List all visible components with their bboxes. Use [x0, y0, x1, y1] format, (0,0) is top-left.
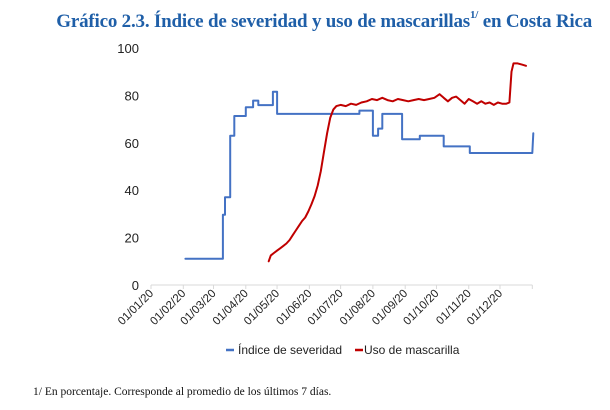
- y-tick-label: 40: [125, 183, 139, 198]
- series-line-indice-severidad: [184, 90, 535, 260]
- legend: Índice de severidad Uso de mascarilla: [226, 342, 460, 357]
- chart-title-main: Gráfico 2.3. Índice de severidad y uso d…: [56, 11, 470, 32]
- legend-label-severidad: Índice de severidad: [238, 342, 342, 357]
- legend-label-mascarilla: Uso de mascarilla: [364, 343, 460, 357]
- y-tick-label: 20: [125, 231, 139, 246]
- x-axis: 01/01/2001/02/2001/03/2001/04/2001/05/20…: [116, 285, 533, 328]
- y-tick-label: 60: [125, 136, 139, 151]
- y-tick-label: 0: [132, 278, 139, 293]
- footnote: 1/ En porcentaje. Corresponde al promedi…: [33, 386, 332, 398]
- y-axis: 0 20 40 60 80 100: [117, 41, 139, 293]
- chart-area: 0 20 40 60 80 100 01/01/2001/02/2001/03/2001/…: [116, 41, 535, 357]
- chart-title-superscript: 1/: [470, 9, 479, 21]
- y-tick-label: 100: [117, 41, 139, 56]
- y-tick-label: 80: [125, 88, 139, 103]
- series-group: [184, 62, 535, 263]
- chart-title: Gráfico 2.3. Índice de severidad y uso d…: [0, 9, 610, 33]
- chart-title-suffix: en Costa Rica: [482, 11, 592, 32]
- series-line-uso-mascarilla: [267, 62, 527, 263]
